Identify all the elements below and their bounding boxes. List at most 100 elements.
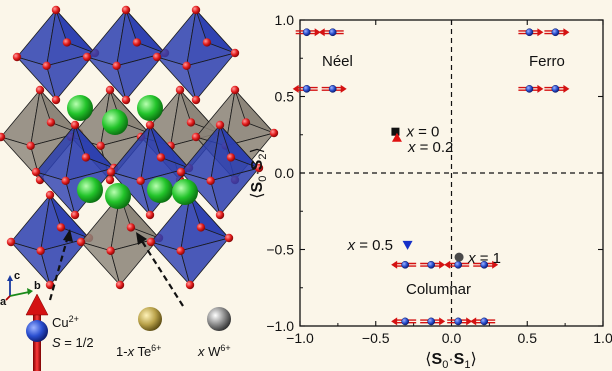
cu-atom [480,317,489,326]
cu-atom [328,28,337,37]
point-label: x = 0.5 [347,237,393,254]
y-tick-label: −1.0 [266,318,294,334]
oxygen-atom [70,120,80,130]
oxygen-atom [269,128,279,138]
octahedron-face [40,237,91,286]
data-points: x = 0x = 0.2 x = 0.5 x = 1 [347,124,501,267]
sr-atom [137,95,163,121]
oxygen-atom [6,237,16,247]
octahedron-face [149,124,190,169]
crystal-structure [0,5,279,290]
sr-atom [77,177,103,203]
legend-w: x W6+ [197,307,231,359]
oxygen-atom [70,210,80,220]
spin-left-icon [292,84,318,93]
spin-right-icon [544,28,570,37]
oxygen-atom [51,95,61,105]
cu-atom [454,317,463,326]
marker-circle [454,252,464,262]
cu-atom [302,28,311,37]
spin-left-icon [391,317,417,326]
legend-te-label: 1-x Te6+ [116,343,161,359]
octahedron-face [195,9,236,54]
legend-cu-label: Cu2+ [52,314,79,330]
cu-atom [427,260,436,269]
octahedron-face [219,124,260,169]
spin-head [439,260,446,269]
axis-b-label: b [34,280,41,292]
cu-atom [328,85,337,93]
oxygen-atom [202,38,212,47]
oxygen-atom [61,176,70,185]
marker-triangle-up [391,132,402,142]
region-ferro: Ferro [529,53,565,70]
y-tick-label: 1.0 [275,12,295,28]
spin-left-icon [318,28,344,37]
spin-left-icon [444,260,470,269]
oxygen-atom [226,153,236,162]
oxygen-atom [176,167,186,177]
point-label: x = 1 [467,250,501,267]
octahedron-face [39,89,80,134]
sr-atom [105,183,131,209]
legend-spin-label: S = 1/2 [52,335,94,350]
spin-head [537,28,544,37]
octahedron-face [109,89,150,134]
octahedron-face [46,52,97,101]
cu-atom [525,28,534,37]
spin-right-icon [518,84,544,93]
oxygen-atom [81,153,91,162]
octahedron-face [234,89,275,134]
oxygen-atom [191,5,201,15]
octahedron [82,5,170,105]
x-tick-label: 0.5 [518,330,538,346]
octahedron-face [110,237,161,286]
y-tick-label: −0.5 [266,242,294,258]
sr-atom [102,109,128,135]
cu-atom [480,260,489,269]
spin-head [470,317,477,326]
oxygen-atom [31,167,41,177]
octahedron [146,190,234,290]
spin-right-icon [420,317,446,326]
marker-square [391,127,400,136]
axis-a-label: a [0,296,7,308]
oxygen-atom [126,223,136,232]
oxygen-atom [82,52,92,62]
cu-atom [302,85,311,93]
axis-c-label: c [14,270,20,282]
octahedron-face [116,52,167,101]
octahedron-face [186,52,237,101]
x-tick-label: 0.0 [442,330,462,346]
oxygen-atom [132,38,142,47]
octahedron [12,5,100,105]
sr-atom [67,95,93,121]
oxygen-atom [230,48,240,58]
spin-left-icon [391,260,417,269]
spin-head [492,260,499,269]
oxygen-atom [105,85,115,95]
region-columnar: Columnar [406,281,471,298]
oxygen-atom [136,176,145,185]
y-axis-label: ⟨S0·S2⟩ [249,147,269,198]
y-tick-label: 0.0 [275,165,295,181]
cu-atom [401,317,410,326]
spin-configurations [292,28,570,326]
oxygen-atom [224,233,234,243]
oxygen-atom [230,85,240,95]
x-tick-label: −0.5 [362,330,390,346]
oxygen-atom [35,85,45,95]
oxygen-atom [196,223,206,232]
cu-atom [525,85,534,93]
oxygen-atom [206,176,215,185]
cu-atom [401,260,410,269]
crystal-axes-indicator: c b a [0,270,41,308]
octahedron-face [49,194,90,239]
octahedron-face [189,194,230,239]
spin-left-icon [470,317,496,326]
oxygen-atom [42,61,51,70]
octahedron-face [119,194,160,239]
oxygen-atom [175,85,185,95]
oxygen-atom [145,210,155,220]
octahedron [76,190,164,290]
